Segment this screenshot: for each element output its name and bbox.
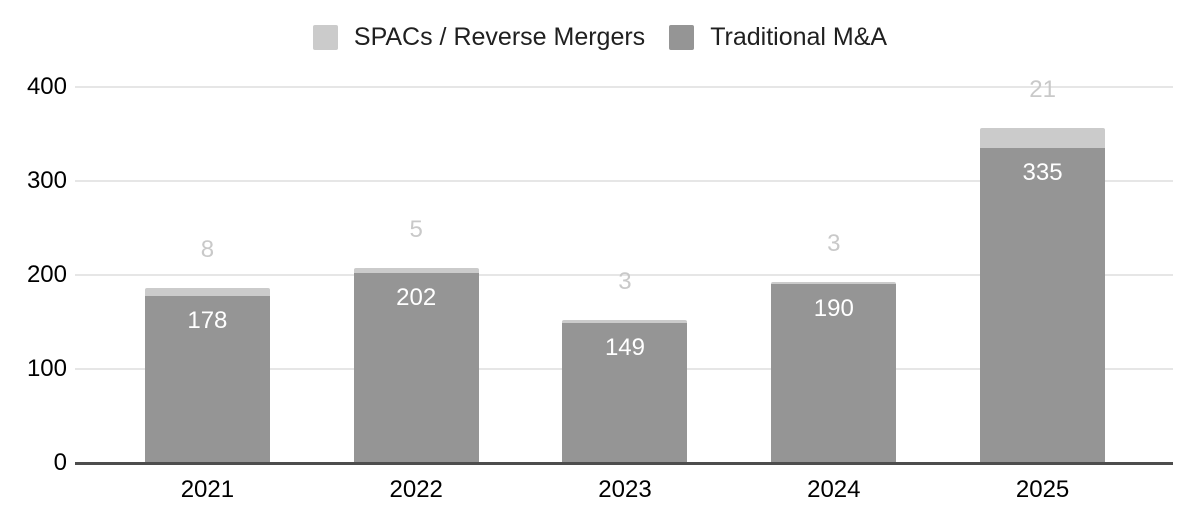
- x-tick-label-2025: 2025: [1015, 476, 1070, 503]
- y-tick-label: 0: [53, 449, 67, 476]
- bar-slot-2025: 21 335: [938, 76, 1147, 463]
- bar-segment-2023-series1: 149: [562, 322, 688, 463]
- annotation-above-2022: 5: [409, 216, 423, 244]
- chart-legend: SPACs / Reverse Mergers Traditional M&A: [0, 22, 1200, 52]
- legend-swatch-icon: [669, 24, 695, 50]
- annotation-above-2023: 3: [618, 268, 632, 296]
- bar-slot-2023: 3 149: [521, 87, 730, 463]
- y-tick-label: 100: [26, 355, 67, 382]
- gridline-300: [75, 180, 1173, 182]
- annotation-inside-2022: 202: [396, 284, 437, 312]
- gridline-200: [75, 274, 1173, 276]
- legend-label: SPACs / Reverse Mergers: [353, 22, 646, 51]
- bar-segment-2022-series0: [353, 268, 479, 274]
- gridline-400: [75, 86, 1173, 88]
- y-tick-label: 300: [26, 167, 67, 194]
- bar-segment-2025-series0: [980, 128, 1106, 149]
- annotation-above-2025: 21: [1029, 76, 1056, 104]
- plot-area: 8 178 5 202 3 149 3 190 21 335: [0, 76, 1200, 465]
- bar-2021: 8 178: [144, 236, 270, 463]
- x-tick-label-2021: 2021: [180, 476, 235, 503]
- bar-2024: 3 190: [771, 229, 897, 463]
- legend-swatch-icon: [312, 24, 338, 50]
- annotation-inside-2024: 190: [813, 295, 854, 323]
- bar-segment-2021-series0: [144, 288, 270, 296]
- x-tick-label-2022: 2022: [389, 476, 443, 503]
- x-tick-label-2024: 2024: [807, 476, 861, 503]
- bar-2025: 21 335: [980, 76, 1106, 463]
- x-tick-label-2023: 2023: [598, 476, 652, 503]
- annotation-inside-2025: 335: [1022, 159, 1063, 187]
- x-axis-line: [75, 462, 1173, 465]
- bar-segment-2024-series0: [771, 281, 897, 285]
- bar-segment-2024-series1: 190: [771, 284, 897, 463]
- bar-2022: 5 202: [353, 216, 479, 463]
- y-tick-label: 200: [26, 261, 67, 288]
- bar-segment-2021-series1: 178: [144, 295, 270, 463]
- x-axis-labels: 2021 2022 2023 2024 2025: [103, 476, 1147, 504]
- bar-slot-2021: 8 178: [103, 87, 312, 463]
- annotation-above-2021: 8: [200, 236, 215, 264]
- bar-segment-2022-series1: 202: [353, 273, 479, 463]
- legend-item-1: Traditional M&A: [669, 23, 887, 52]
- y-tick-label: 400: [26, 73, 67, 100]
- bar-slot-2022: 5 202: [312, 87, 521, 463]
- bar-slot-2024: 3 190: [729, 87, 938, 463]
- bar-segment-2023-series0: [562, 320, 688, 323]
- bar-2023: 3 149: [562, 268, 688, 463]
- annotation-inside-2021: 178: [187, 306, 228, 334]
- annotation-inside-2023: 149: [604, 333, 645, 361]
- legend-item-0: SPACs / Reverse Mergers: [312, 22, 646, 52]
- bars-row: 8 178 5 202 3 149 3 190 21 335: [103, 76, 1147, 463]
- bar-segment-2025-series1: 335: [980, 148, 1106, 463]
- legend-label: Traditional M&A: [710, 22, 888, 51]
- annotation-above-2024: 3: [827, 229, 841, 257]
